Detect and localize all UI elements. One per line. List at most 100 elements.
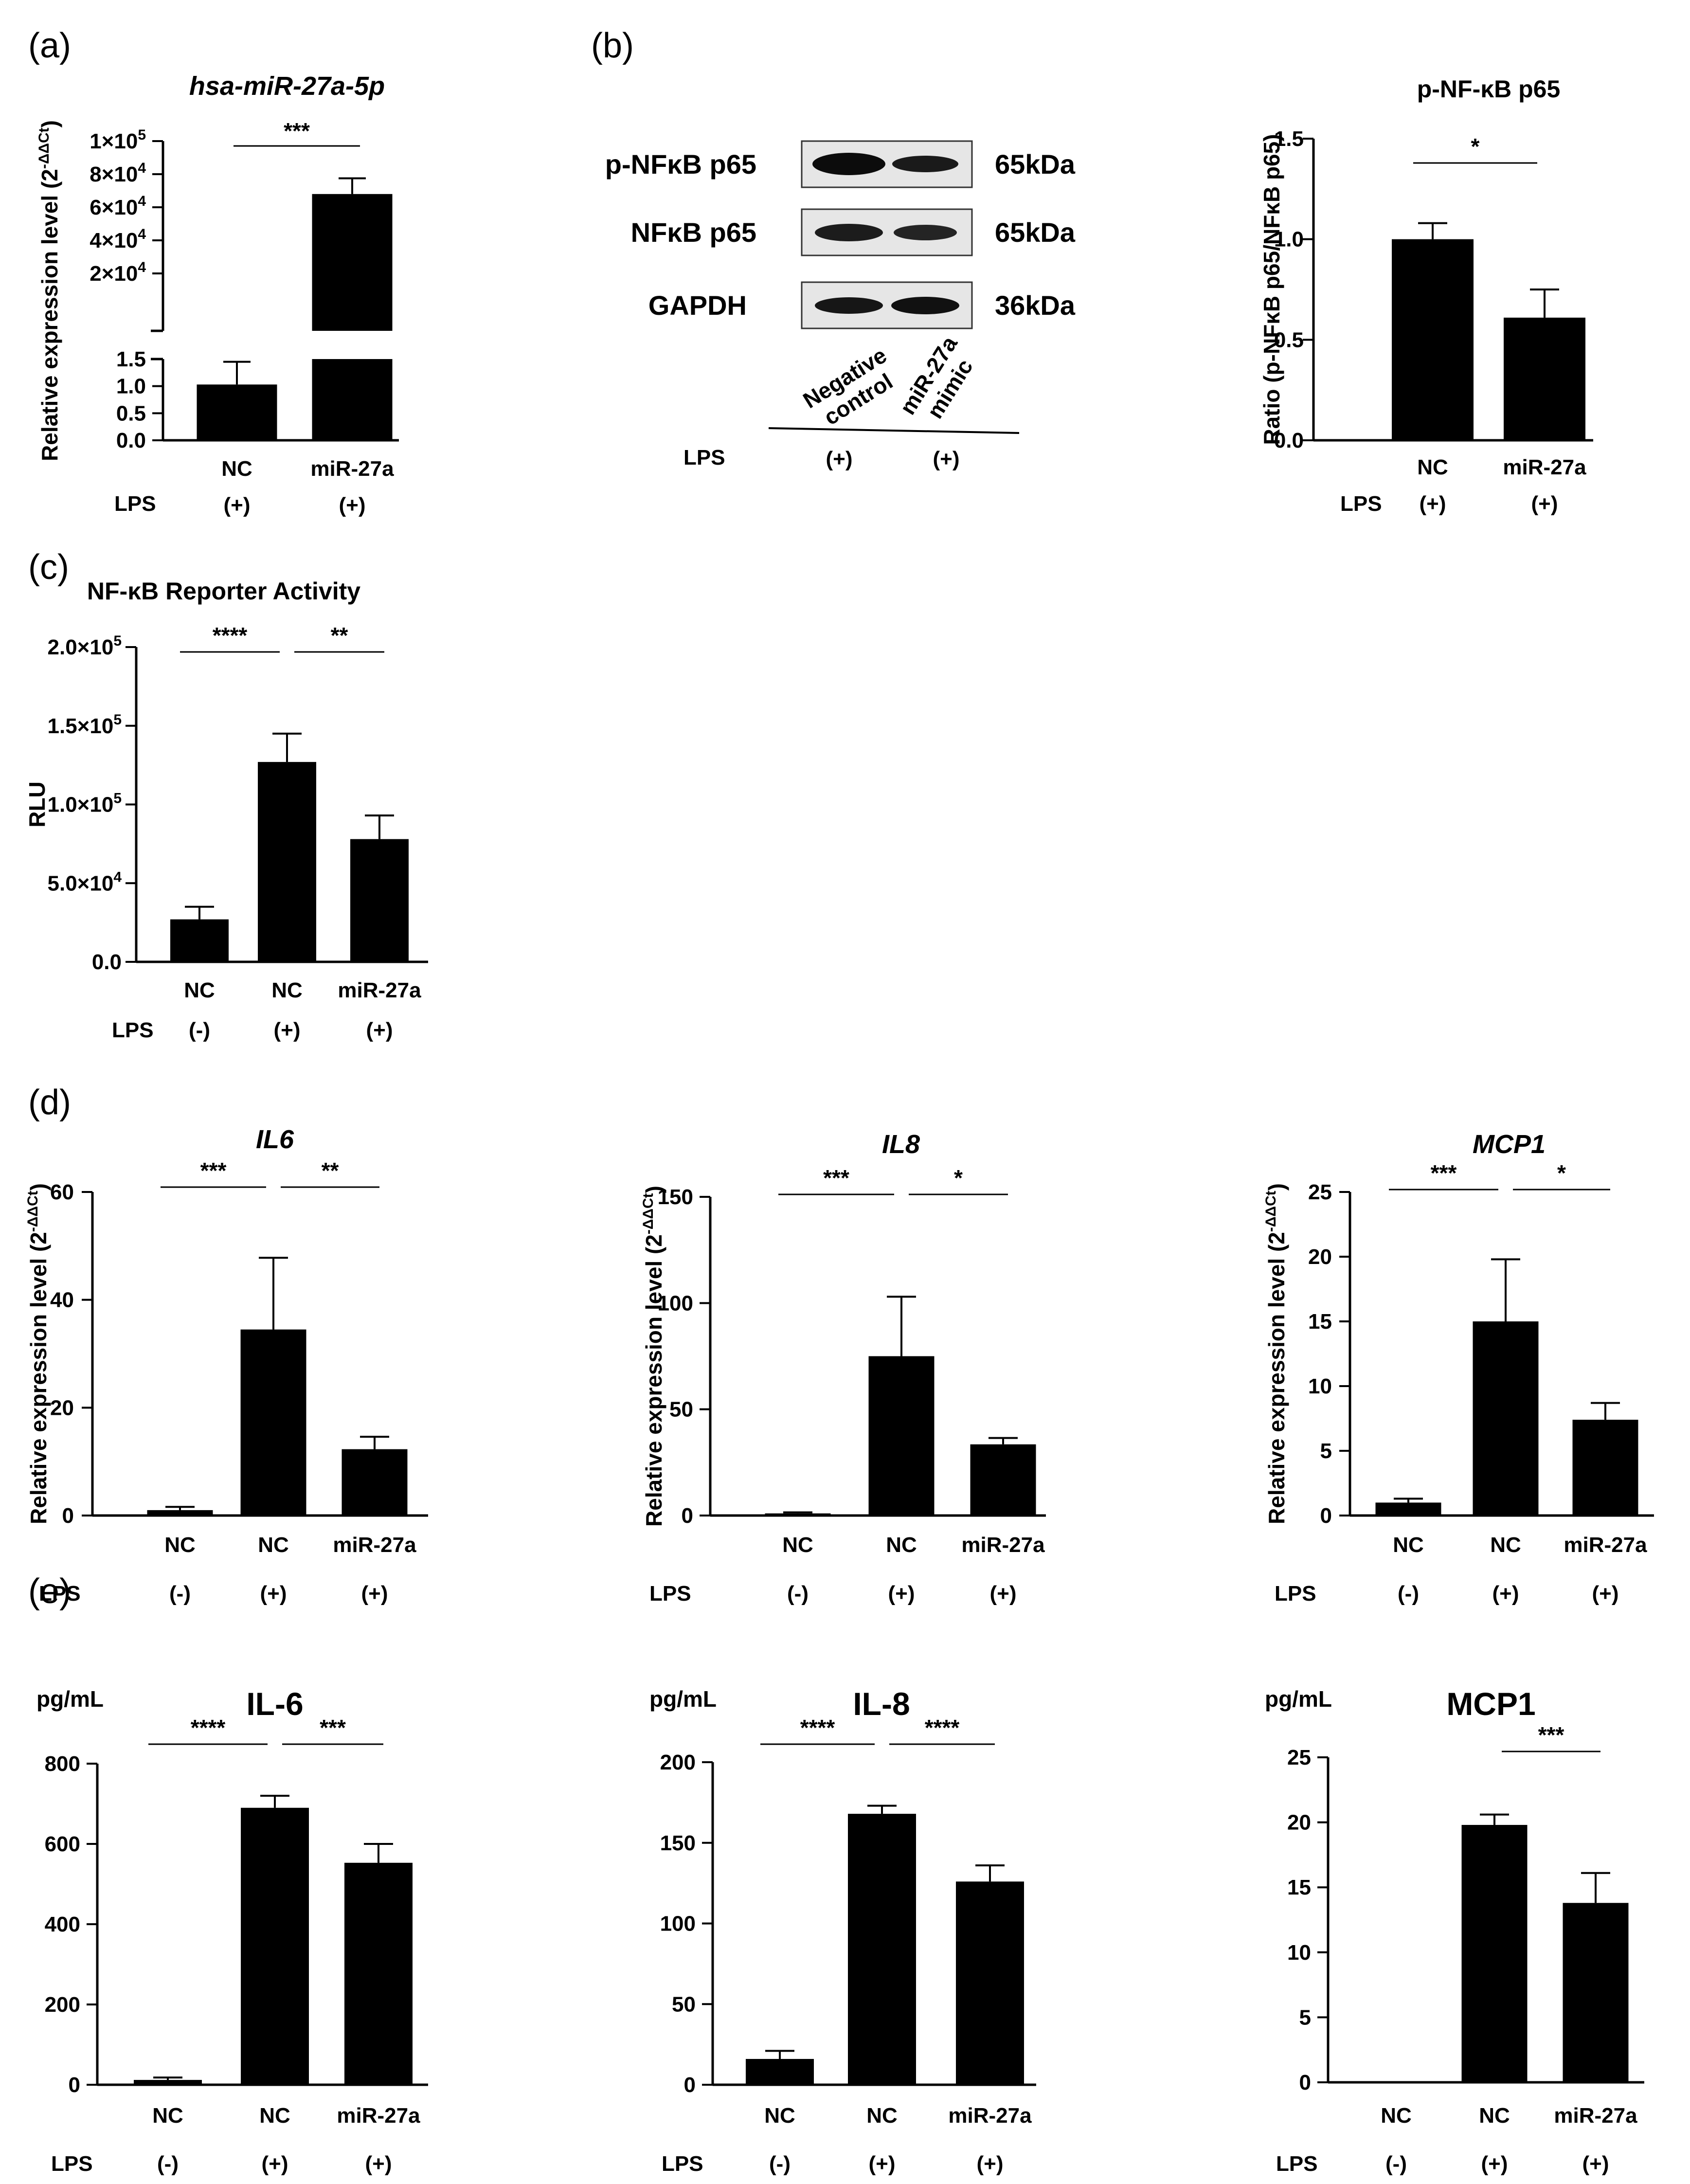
lps-value: (+): [262, 2152, 288, 2176]
lps-row-label: LPS: [1340, 492, 1382, 516]
significance-stars: *: [1471, 134, 1480, 159]
y-tick-text: 2.0×10: [48, 635, 114, 659]
bar: [147, 1510, 213, 1516]
chart-title: p-NF-κB p65: [1417, 75, 1561, 103]
bar: [134, 2080, 202, 2085]
significance-stars: ****: [213, 623, 248, 648]
lps-row-label: LPS: [51, 2152, 93, 2176]
x-category-label: NC: [164, 1533, 196, 1557]
y-tick-text: 4×10: [90, 229, 138, 253]
chart-panel-c: NF-κB Reporter Activity0.05.0×1041.0×105…: [24, 578, 428, 1042]
y-axis-label-text: Relative expression level (2: [1264, 1232, 1289, 1524]
y-tick-label: 20: [50, 1396, 74, 1420]
y-axis-label-close: ): [1264, 1183, 1289, 1191]
y-tick-text: 800: [45, 1752, 80, 1776]
y-axis-label-close: ): [26, 1183, 51, 1191]
chart-panel-a: hsa-miR-27a-5p2×1044×1046×1048×1041×1050…: [36, 72, 399, 517]
bar: [1563, 1903, 1629, 2082]
y-axis-label-text: Ratio (p-NFκB p65/NFκB p65): [1259, 134, 1284, 445]
x-category-label: NC: [1490, 1533, 1521, 1557]
y-tick-text: 20: [1287, 1811, 1311, 1835]
y-tick-text: 5: [1299, 2005, 1311, 2029]
unit-label: pg/mL: [649, 1686, 717, 1712]
y-tick-label: 1.5: [1274, 127, 1304, 151]
lps-row-label: LPS: [1276, 2152, 1318, 2176]
y-tick-label: 0: [69, 2073, 80, 2097]
chart-title: IL6: [256, 1125, 294, 1154]
y-tick-text: 150: [660, 1831, 696, 1855]
y-tick-text: 1.5×10: [48, 714, 114, 738]
lps-value: (-): [1385, 2152, 1407, 2176]
significance-stars: ***: [823, 1165, 849, 1191]
x-category-label: miR-27a: [1503, 455, 1586, 479]
y-tick-text: 0: [69, 2073, 80, 2097]
x-category-label: miR-27a: [1564, 1533, 1647, 1557]
y-tick-exponent: 4: [138, 259, 146, 275]
bar: [1461, 1824, 1528, 2082]
y-tick-text: 0: [62, 1504, 74, 1528]
lps-value: (+): [1492, 1582, 1519, 1606]
y-tick-label: 0.0: [1274, 429, 1304, 452]
lps-value: (+): [990, 1582, 1017, 1606]
y-tick-label: 5.0×104: [48, 869, 122, 895]
charts-layer: hsa-miR-27a-5p2×1044×1046×1048×1041×1050…: [24, 72, 1654, 2176]
lps-value: (+): [826, 447, 853, 471]
lps-value: (+): [869, 2152, 896, 2176]
bar: [970, 1444, 1036, 1516]
y-axis-label-sup: -ΔΔCt: [36, 127, 52, 169]
y-axis-label: Ratio (p-NFκB p65/NFκB p65): [1259, 134, 1284, 445]
y-tick-exponent: 4: [138, 193, 146, 209]
y-tick-text: 8×10: [90, 162, 138, 186]
x-category-label: NC: [221, 457, 252, 481]
y-tick-exponent: 5: [113, 712, 122, 728]
y-tick-label: 100: [658, 1291, 693, 1315]
y-tick-label: 1×105: [90, 127, 146, 153]
bar: [241, 1807, 309, 2085]
y-axis-label: Relative expression level (2-ΔΔCt): [36, 120, 62, 461]
bar: [868, 1356, 935, 1516]
lps-row-label: LPS: [114, 492, 156, 516]
y-tick-label: 600: [45, 1832, 80, 1856]
y-tick-text: 50: [672, 1992, 696, 2016]
y-tick-label: 0: [682, 1504, 693, 1528]
y-tick-label: 60: [50, 1180, 74, 1204]
y-tick-exponent: 5: [113, 633, 122, 649]
y-tick-text: 0.5: [1274, 328, 1304, 352]
y-tick-text: 6×10: [90, 196, 138, 219]
bar: [765, 1513, 831, 1516]
blot-band: [894, 225, 957, 240]
lps-value: (+): [365, 2152, 392, 2176]
lps-value: (+): [933, 447, 960, 471]
y-tick-label: 1.0: [116, 375, 146, 398]
y-axis-label-text: Relative expression level (2: [641, 1234, 666, 1527]
y-tick-text: 2×10: [90, 262, 138, 286]
lps-value: (+): [339, 493, 366, 517]
blot-protein-label: p-NFκB p65: [605, 149, 756, 180]
y-axis-label: Relative expression level (2-ΔΔCt): [25, 1183, 51, 1524]
x-category-label: NC: [259, 2104, 290, 2128]
lps-value: (-): [1398, 1582, 1419, 1606]
blot-band: [892, 156, 958, 172]
y-tick-label: 25: [1308, 1180, 1332, 1204]
chart-panel-e2: IL-8 pg/mL 0 50 100 150 200 **** **** NC (-) NC (+) m…: [649, 1686, 1036, 2176]
y-tick-text: 0.0: [92, 950, 122, 974]
y-tick-label: 0: [62, 1504, 74, 1528]
x-category-label: miR-27a: [1554, 2104, 1637, 2128]
x-category-label: NC: [764, 2104, 795, 2128]
lps-value: (-): [769, 2152, 791, 2176]
x-category-label: NC: [1393, 1533, 1424, 1557]
chart-title: IL8: [882, 1130, 920, 1159]
y-tick-text: 0: [684, 2073, 696, 2097]
significance-stars: ***: [1538, 1722, 1564, 1748]
bar: [1392, 239, 1474, 440]
lps-value: (+): [1420, 492, 1446, 516]
y-tick-text: 600: [45, 1832, 80, 1856]
chart-title: hsa-miR-27a-5p: [189, 72, 385, 101]
y-axis-label: RLU: [24, 781, 50, 828]
y-tick-label: 200: [45, 1993, 80, 2017]
y-tick-text: 0.0: [116, 429, 146, 452]
y-tick-label: 200: [660, 1751, 696, 1774]
